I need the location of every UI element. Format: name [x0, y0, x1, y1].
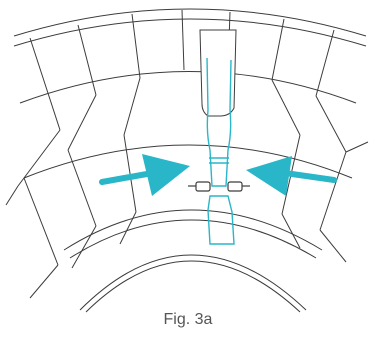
- arrow-right-icon: [99, 154, 190, 196]
- wheel-spokes: [5, 9, 369, 299]
- arrow-left-icon: [246, 156, 337, 196]
- buckle-clips: [188, 181, 250, 192]
- figure-caption: Fig. 3a: [163, 311, 213, 328]
- strap-upper: [206, 57, 232, 187]
- wheel-rim: [13, 8, 367, 313]
- strap-lower: [207, 195, 235, 245]
- strap-cover: [199, 29, 237, 117]
